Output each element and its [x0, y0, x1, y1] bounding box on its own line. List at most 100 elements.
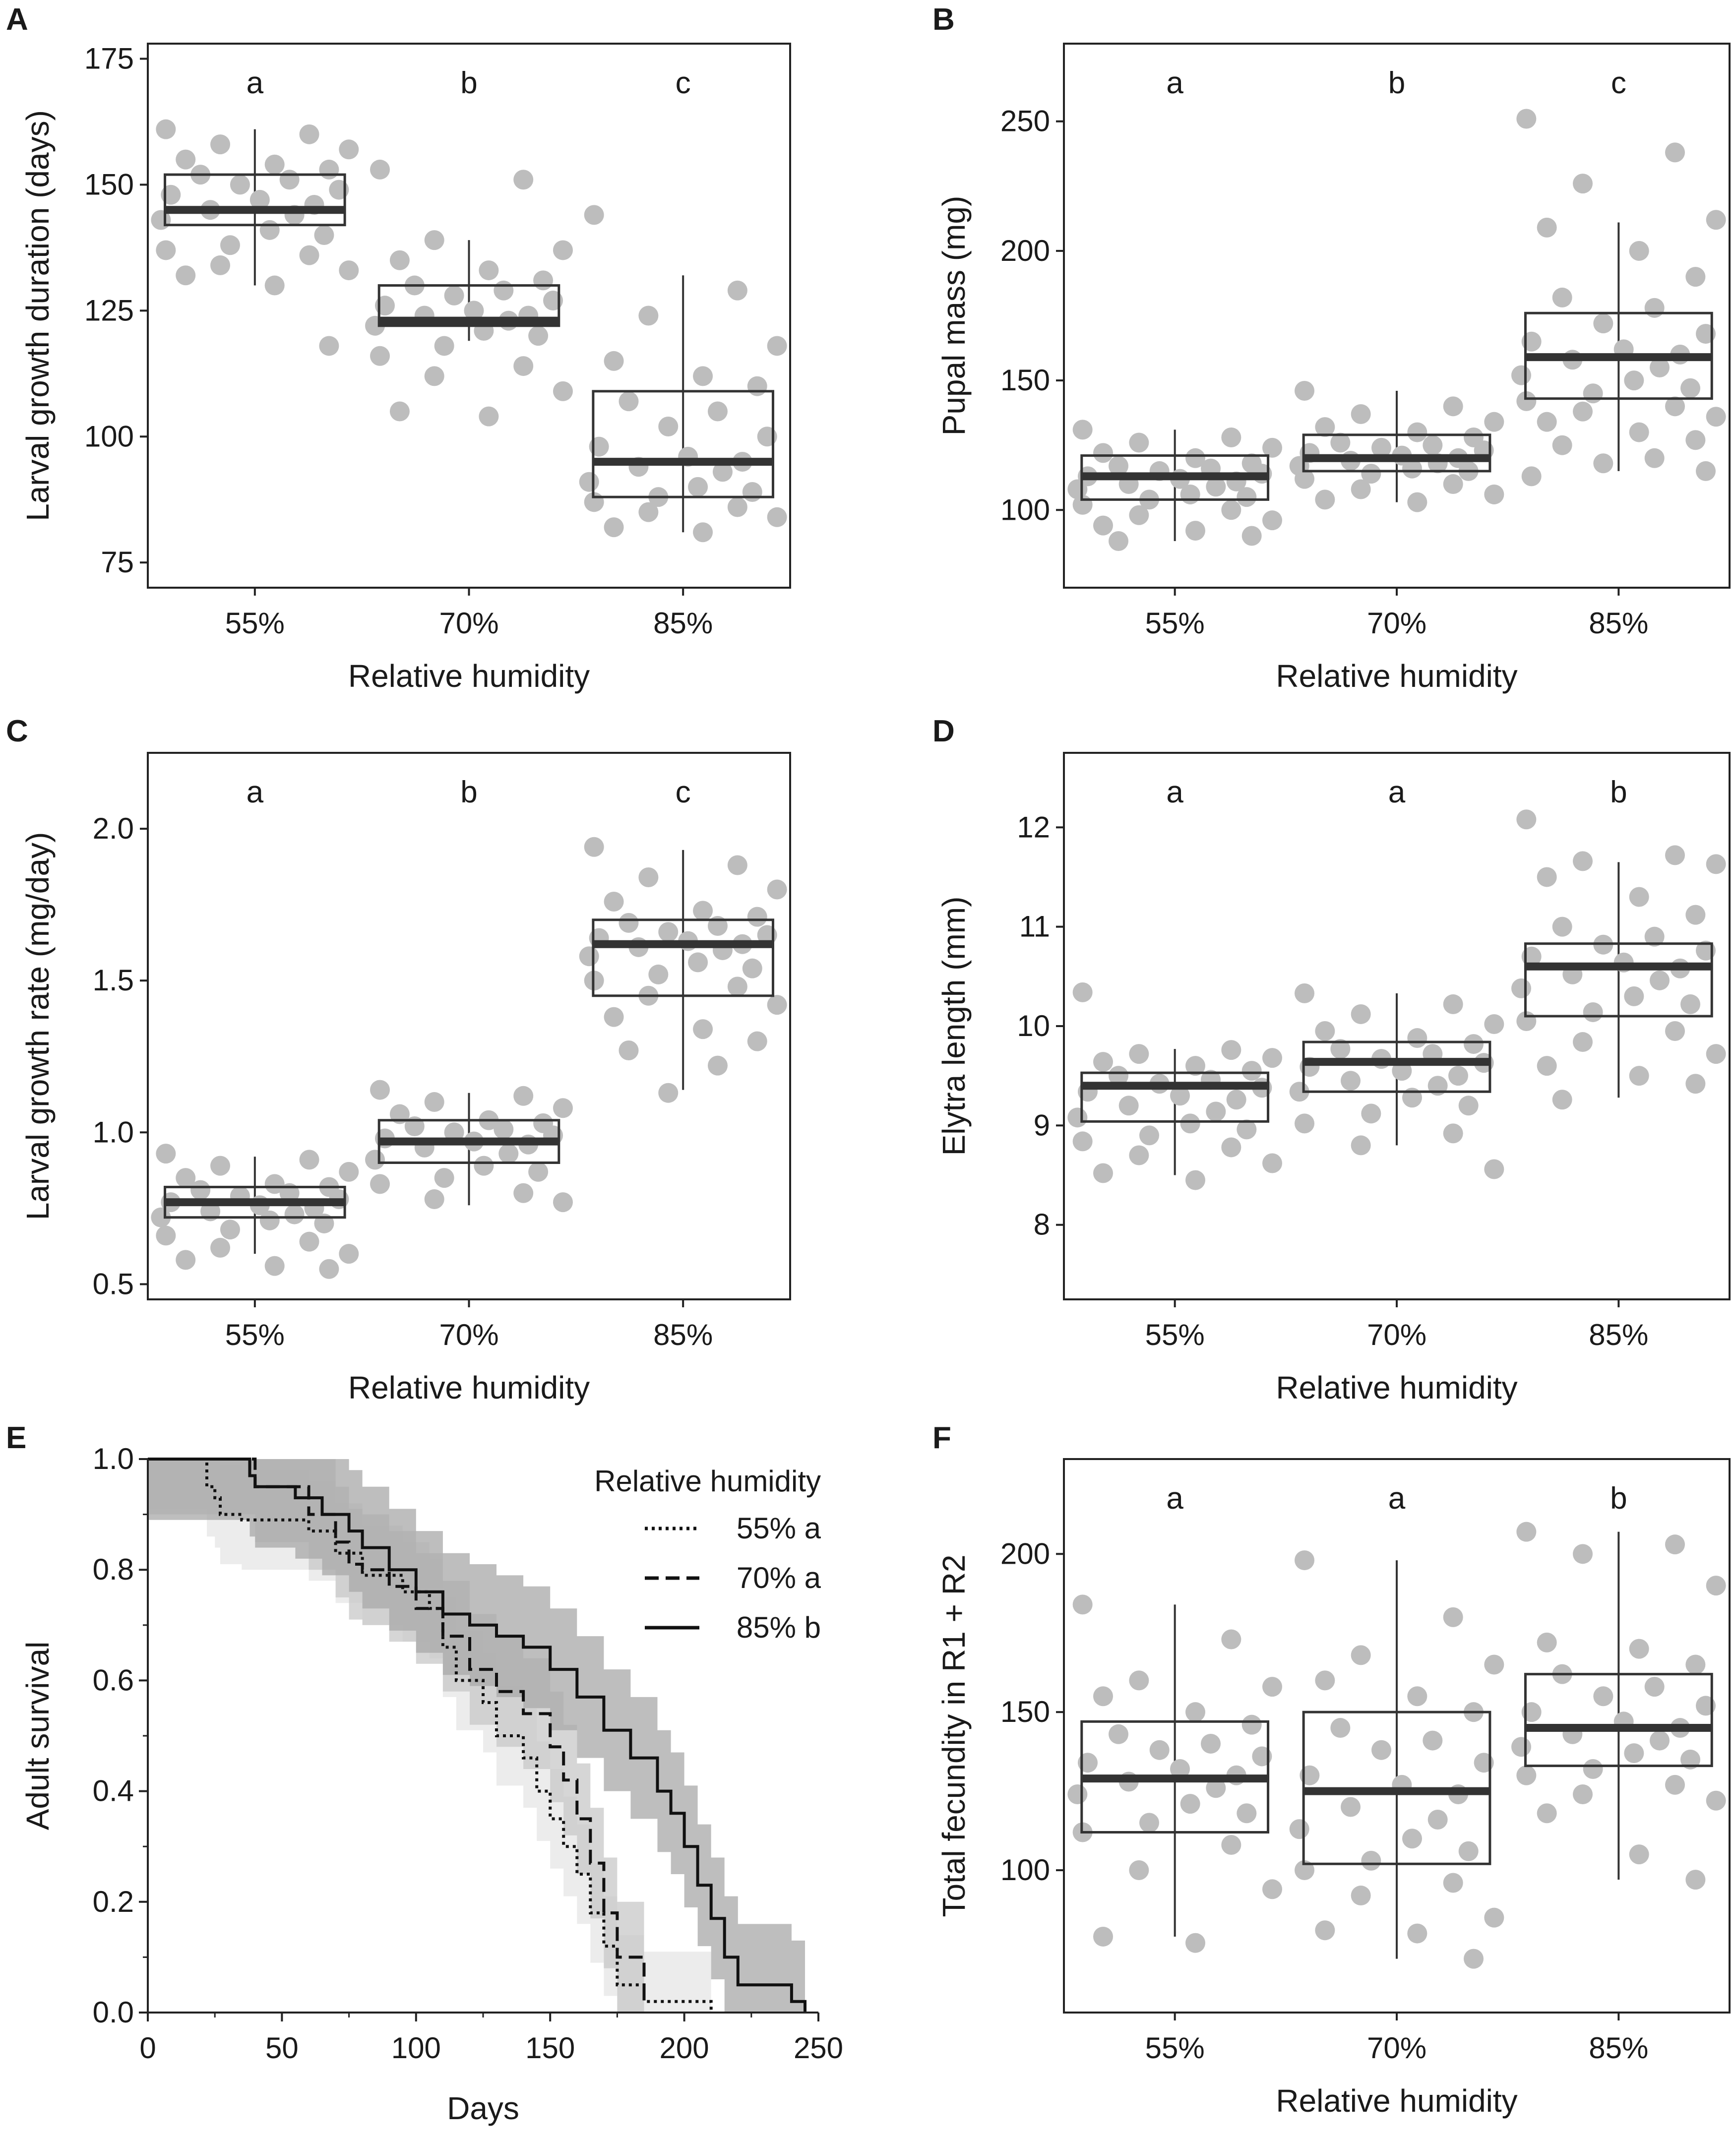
data-point [424, 1092, 444, 1112]
data-point [1443, 396, 1463, 417]
data-point [1537, 1056, 1557, 1076]
data-point [365, 1150, 385, 1170]
data-point [314, 225, 334, 245]
data-point [1423, 1730, 1443, 1751]
x-tick-label: 85% [1589, 1318, 1648, 1351]
panel-d-elytra-length: D 8 9 10 11 12 55% a 70% a 85% b Relative humidity El… [932, 714, 1731, 1405]
data-point [1537, 217, 1557, 238]
data-point [1315, 417, 1335, 437]
data-point [1458, 1841, 1479, 1861]
data-point [1185, 1702, 1206, 1722]
data-point [1361, 464, 1381, 484]
data-point [727, 977, 747, 997]
data-point [584, 837, 604, 857]
significance-letter: b [1610, 1481, 1627, 1516]
data-point [259, 220, 280, 240]
y-tick-label: 0.6 [93, 1663, 134, 1697]
data-point [1448, 1066, 1469, 1086]
data-point [579, 946, 599, 967]
data-point [1221, 500, 1241, 520]
data-point [693, 1019, 713, 1039]
data-point [1067, 1107, 1088, 1128]
y-axis-label: Adult survival [20, 1642, 56, 1831]
data-point [604, 1007, 624, 1027]
data-point [638, 502, 659, 522]
y-tick-label: 0.5 [93, 1267, 134, 1300]
data-point [1351, 1135, 1371, 1156]
y-tick-label: 1.0 [93, 1442, 134, 1475]
data-point [1624, 370, 1644, 391]
data-point [1294, 380, 1314, 401]
y-tick-label: 100 [84, 420, 134, 453]
data-point [553, 381, 573, 401]
data-point [474, 1156, 494, 1176]
x-axis-label: Relative humidity [1276, 658, 1517, 694]
data-point [1093, 515, 1113, 536]
iqr-box [377, 284, 560, 327]
y-axis-label: Larval growth duration (days) [20, 110, 56, 521]
data-point [1206, 1101, 1226, 1122]
data-point [1330, 1039, 1351, 1059]
data-point [1593, 453, 1613, 474]
data-point [279, 170, 300, 190]
y-tick-label: 9 [1034, 1108, 1050, 1142]
panel-letter: E [6, 1421, 26, 1455]
data-point [1315, 1021, 1335, 1041]
data-point [1552, 916, 1572, 937]
data-point [619, 1040, 639, 1060]
data-point [1237, 487, 1257, 507]
data-point [1315, 1670, 1335, 1691]
data-point [1206, 477, 1226, 497]
data-point [1072, 1594, 1093, 1615]
data-point [156, 1225, 176, 1246]
data-point [553, 1192, 573, 1213]
data-point [176, 1250, 196, 1270]
significance-letter: a [1166, 1481, 1183, 1516]
data-point [767, 879, 787, 900]
data-point [1696, 461, 1716, 481]
data-point [1685, 430, 1706, 450]
data-point [1629, 887, 1649, 907]
data-point [434, 1168, 454, 1188]
data-point [1262, 437, 1283, 458]
data-point [264, 1256, 285, 1276]
data-point [638, 305, 659, 326]
y-tick-label: 11 [1019, 910, 1050, 943]
data-point [1484, 1907, 1504, 1928]
iqr-box [592, 390, 774, 498]
data-point [638, 867, 659, 888]
data-point [1294, 983, 1314, 1003]
data-point [767, 995, 787, 1015]
significance-letter: a [1388, 775, 1406, 809]
data-point [1315, 489, 1335, 510]
data-point [249, 189, 270, 210]
x-tick-label: 55% [225, 1318, 285, 1351]
x-tick-label: 70% [1367, 1318, 1426, 1351]
data-point [319, 159, 339, 180]
data-point [1583, 383, 1603, 404]
data-point [1180, 484, 1200, 504]
data-point [1108, 1724, 1128, 1744]
data-point [1516, 109, 1537, 129]
data-point [727, 497, 747, 517]
data-point [1185, 521, 1206, 541]
x-tick-label: 55% [1145, 1318, 1205, 1351]
survival-line [148, 1458, 713, 2013]
data-point [370, 159, 390, 180]
data-point [264, 275, 285, 296]
data-point [1185, 1056, 1206, 1076]
data-point [1221, 1040, 1241, 1060]
x-tick-label: 85% [653, 1318, 713, 1351]
plot-frame [1063, 43, 1731, 589]
data-point [1185, 1170, 1206, 1190]
data-point [1552, 287, 1572, 307]
data-point [1206, 1778, 1226, 1798]
data-point [1511, 1737, 1531, 1757]
data-point [1093, 1052, 1113, 1072]
data-point [619, 391, 639, 412]
data-point [1067, 1784, 1088, 1804]
data-point [424, 230, 444, 250]
data-point [1340, 1071, 1361, 1091]
panel-b-pupal-mass: B 100 150 200 250 55% a 70% b 85% c Relative humidi… [932, 2, 1731, 694]
